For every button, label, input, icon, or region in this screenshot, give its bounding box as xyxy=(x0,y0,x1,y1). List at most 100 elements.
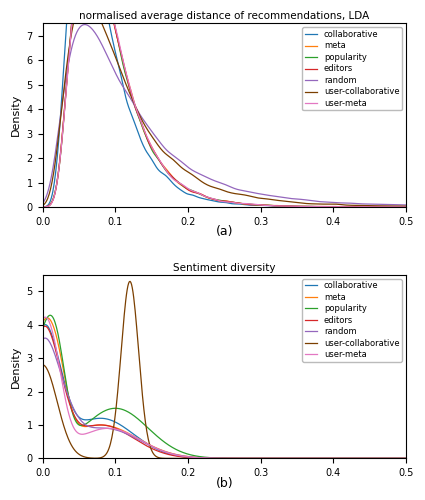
popularity xyxy=(215,455,221,461)
user-collaborative xyxy=(396,456,401,462)
collaborative xyxy=(213,456,218,462)
collaborative xyxy=(396,456,401,462)
meta xyxy=(213,196,218,202)
popularity xyxy=(257,456,262,462)
popularity xyxy=(402,204,407,210)
user-meta xyxy=(404,204,409,210)
user-collaborative xyxy=(396,203,401,209)
random xyxy=(339,456,344,462)
random xyxy=(257,456,262,462)
editors xyxy=(40,325,45,331)
meta xyxy=(396,204,401,210)
user-meta xyxy=(216,198,221,203)
collaborative xyxy=(213,198,218,204)
user-collaborative xyxy=(339,456,344,462)
meta xyxy=(339,456,344,462)
user-collaborative xyxy=(404,203,409,209)
Line: meta: meta xyxy=(42,318,406,458)
popularity xyxy=(339,204,344,210)
random xyxy=(257,191,262,197)
editors xyxy=(257,202,262,208)
user-meta xyxy=(238,200,243,206)
collaborative xyxy=(404,204,409,210)
editors xyxy=(339,204,344,210)
random xyxy=(42,335,47,341)
meta xyxy=(238,456,243,462)
popularity xyxy=(47,312,52,318)
Line: meta: meta xyxy=(42,0,406,207)
user-collaborative xyxy=(238,456,243,462)
user-meta xyxy=(396,456,401,462)
editors xyxy=(404,204,409,210)
popularity xyxy=(238,200,243,206)
random xyxy=(40,336,45,342)
Line: user-meta: user-meta xyxy=(42,0,406,207)
Line: collaborative: collaborative xyxy=(42,0,406,207)
meta xyxy=(215,455,221,461)
editors xyxy=(213,456,218,462)
Line: random: random xyxy=(42,24,406,205)
editors xyxy=(238,200,243,206)
user-collaborative xyxy=(213,185,218,191)
popularity xyxy=(213,196,218,202)
user-collaborative xyxy=(216,186,221,192)
editors xyxy=(257,456,262,462)
random xyxy=(238,456,243,462)
editors xyxy=(339,456,344,462)
collaborative xyxy=(215,456,221,462)
meta xyxy=(213,455,218,461)
collaborative xyxy=(257,456,262,462)
collaborative xyxy=(40,324,45,330)
user-meta xyxy=(396,204,401,210)
random xyxy=(404,202,409,208)
collaborative xyxy=(238,456,243,462)
Y-axis label: Density: Density xyxy=(11,346,21,388)
editors xyxy=(238,456,243,462)
popularity xyxy=(238,456,243,462)
Legend: collaborative, meta, popularity, editors, random, user-collaborative, user-meta: collaborative, meta, popularity, editors… xyxy=(302,279,402,362)
random xyxy=(216,179,221,185)
user-meta xyxy=(213,456,218,462)
editors xyxy=(404,456,409,462)
user-collaborative xyxy=(339,202,344,207)
editors xyxy=(213,197,218,203)
meta xyxy=(396,456,401,462)
meta xyxy=(404,204,409,210)
meta xyxy=(257,456,262,462)
user-collaborative xyxy=(215,456,221,462)
user-meta xyxy=(339,456,344,462)
Y-axis label: Density: Density xyxy=(11,94,21,136)
user-collaborative xyxy=(238,192,243,198)
editors xyxy=(215,456,221,462)
popularity xyxy=(396,456,401,462)
meta xyxy=(40,204,45,210)
Line: user-collaborative: user-collaborative xyxy=(42,282,406,459)
user-collaborative xyxy=(213,456,218,462)
user-meta xyxy=(40,204,45,210)
popularity xyxy=(40,326,45,332)
meta xyxy=(40,320,45,326)
collaborative xyxy=(404,456,409,462)
Line: popularity: popularity xyxy=(42,0,406,207)
editors xyxy=(396,204,401,210)
Line: user-meta: user-meta xyxy=(42,317,406,458)
popularity xyxy=(40,204,45,210)
popularity xyxy=(404,204,409,210)
user-meta xyxy=(257,202,262,208)
Line: user-collaborative: user-collaborative xyxy=(42,0,406,206)
random xyxy=(213,178,218,184)
Legend: collaborative, meta, popularity, editors, random, user-collaborative, user-meta: collaborative, meta, popularity, editors… xyxy=(302,28,402,110)
user-collaborative xyxy=(128,278,133,284)
user-meta xyxy=(257,456,262,462)
editors xyxy=(396,456,401,462)
collaborative xyxy=(339,456,344,462)
user-meta xyxy=(40,316,45,322)
collaborative xyxy=(257,202,262,208)
Line: popularity: popularity xyxy=(42,316,406,458)
user-collaborative xyxy=(82,0,88,3)
random xyxy=(396,202,401,207)
random xyxy=(40,200,45,206)
random xyxy=(215,455,221,461)
Title: Sentiment diversity: Sentiment diversity xyxy=(173,262,276,272)
popularity xyxy=(216,197,221,203)
